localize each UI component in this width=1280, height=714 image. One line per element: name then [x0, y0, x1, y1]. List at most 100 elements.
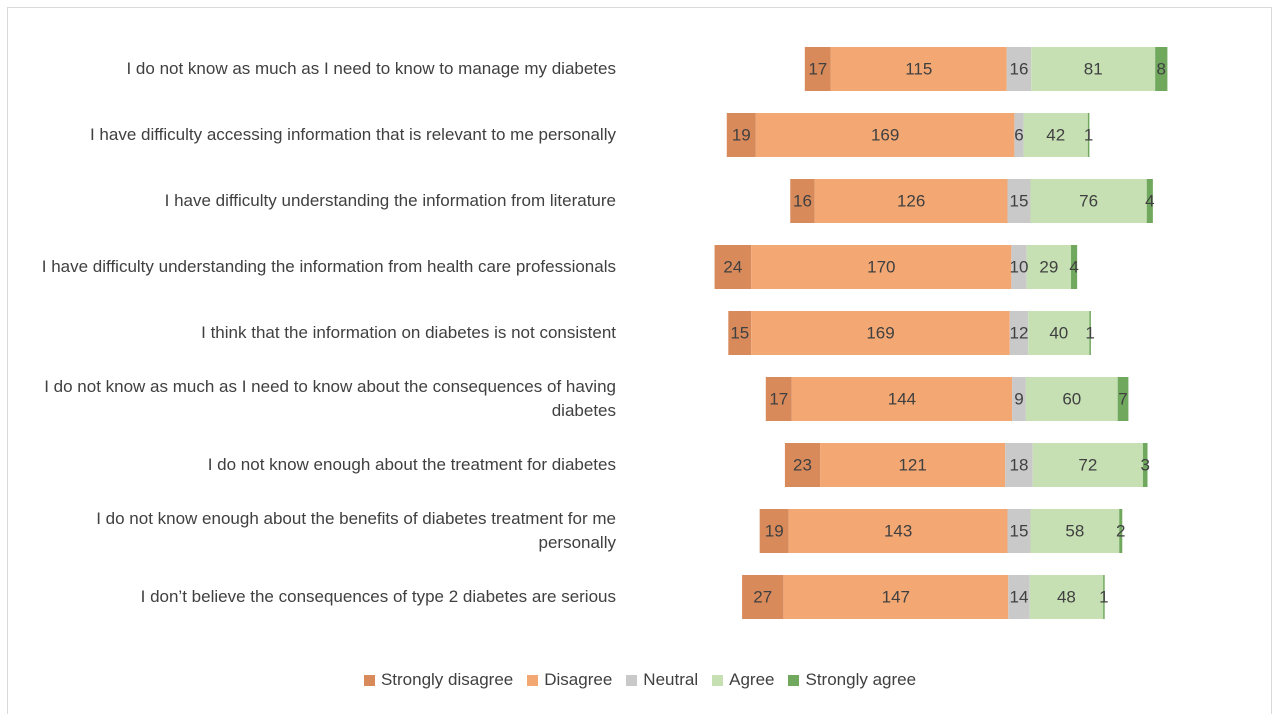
legend-swatch — [712, 674, 724, 686]
data-label: 1 — [1085, 323, 1094, 342]
bar-segment — [751, 245, 1012, 289]
bar-segment — [1032, 443, 1143, 487]
bar-segment — [1007, 179, 1031, 223]
data-label: 1 — [1084, 125, 1093, 144]
data-label: 58 — [1065, 521, 1084, 540]
bar-segment — [1009, 311, 1029, 355]
bar-segment — [1146, 179, 1153, 223]
bar-segment — [784, 443, 821, 487]
bar-segment — [1030, 179, 1147, 223]
data-label: 40 — [1049, 323, 1068, 342]
chart-frame — [7, 7, 1272, 714]
data-label: 9 — [1014, 389, 1023, 408]
legend-item: Strongly disagree — [363, 670, 514, 690]
legend-swatch — [363, 674, 375, 686]
bar-segment — [755, 113, 1015, 157]
bar-segment — [788, 509, 1008, 553]
data-label: 170 — [867, 257, 895, 276]
bar-segment — [1089, 311, 1091, 355]
data-label: 23 — [793, 455, 812, 474]
data-label: 12 — [1010, 323, 1029, 342]
bar-segment — [765, 377, 792, 421]
bar-segment — [820, 443, 1006, 487]
data-label: 15 — [1010, 521, 1029, 540]
bar-segment — [726, 113, 756, 157]
data-label: 169 — [871, 125, 899, 144]
data-label: 1 — [1099, 587, 1108, 606]
data-label: 81 — [1084, 59, 1103, 78]
category-label: I do not know as much as I need to know … — [126, 59, 616, 78]
category-label: I have difficulty understanding the info… — [164, 191, 616, 210]
data-label: 8 — [1157, 59, 1166, 78]
bar-segment — [790, 179, 815, 223]
category-label: I do not know enough about the treatment… — [207, 455, 616, 474]
legend-item: Neutral — [626, 670, 698, 690]
data-label: 17 — [808, 59, 827, 78]
bar-segment — [1155, 47, 1168, 91]
bar-segment — [1087, 113, 1090, 157]
data-label: 144 — [888, 389, 916, 408]
legend-item: Agree — [712, 670, 774, 690]
bar-segment — [742, 575, 784, 619]
data-label: 27 — [753, 587, 772, 606]
data-label: 4 — [1069, 257, 1078, 276]
legend-label: Strongly agree — [805, 670, 917, 689]
data-label: 42 — [1046, 125, 1065, 144]
bar-segment — [1030, 509, 1120, 553]
bar-segment — [1014, 113, 1024, 157]
data-label: 15 — [1010, 191, 1029, 210]
data-label: 6 — [1014, 125, 1023, 144]
legend-item: Disagree — [527, 670, 612, 690]
data-label: 3 — [1140, 455, 1149, 474]
data-label: 126 — [897, 191, 925, 210]
category-label: I do not know as much as I need to know … — [44, 377, 616, 420]
data-label: 19 — [765, 521, 784, 540]
data-label: 121 — [898, 455, 926, 474]
legend-item: Strongly agree — [788, 670, 916, 690]
legend-label: Disagree — [544, 670, 613, 689]
category-label: I have difficulty accessing information … — [89, 125, 616, 144]
data-label: 16 — [1010, 59, 1029, 78]
legend-swatch — [626, 674, 638, 686]
data-label: 4 — [1145, 191, 1154, 210]
bar-segment — [1026, 245, 1072, 289]
data-label: 14 — [1010, 587, 1029, 606]
data-label: 24 — [723, 257, 742, 276]
bar-segment — [1119, 509, 1123, 553]
category-label: I don’t believe the consequences of type… — [140, 587, 616, 606]
data-label: 115 — [905, 59, 932, 78]
legend-label: Strongly disagree — [380, 670, 514, 689]
legend-label: Neutral — [643, 670, 699, 689]
bar-segment — [1031, 47, 1156, 91]
bar-segment — [1023, 113, 1088, 157]
bar-segment — [1011, 245, 1027, 289]
data-label: 169 — [866, 323, 894, 342]
bar-segment — [1028, 311, 1090, 355]
bar-segment — [1025, 377, 1118, 421]
legend-label: Agree — [729, 670, 775, 689]
data-label: 17 — [769, 389, 788, 408]
data-label: 60 — [1062, 389, 1081, 408]
data-label: 72 — [1078, 455, 1097, 474]
data-label: 29 — [1039, 257, 1058, 276]
data-label: 15 — [730, 323, 749, 342]
data-label: 48 — [1057, 587, 1076, 606]
bar-segment — [728, 311, 752, 355]
data-label: 143 — [884, 521, 912, 540]
data-label: 2 — [1116, 521, 1125, 540]
bar-segment — [1071, 245, 1078, 289]
bar-segment — [1103, 575, 1105, 619]
bar-segment — [1142, 443, 1148, 487]
bar-segment — [1012, 377, 1026, 421]
bar-segment — [1117, 377, 1129, 421]
data-label: 7 — [1118, 389, 1127, 408]
category-label: I have difficulty understanding the info… — [41, 257, 616, 276]
bar-segment — [759, 509, 789, 553]
data-label: 10 — [1010, 257, 1029, 276]
bar-segment — [830, 47, 1007, 91]
legend-swatch — [788, 674, 800, 686]
bar-segment — [1005, 443, 1033, 487]
legend-swatch — [527, 674, 539, 686]
